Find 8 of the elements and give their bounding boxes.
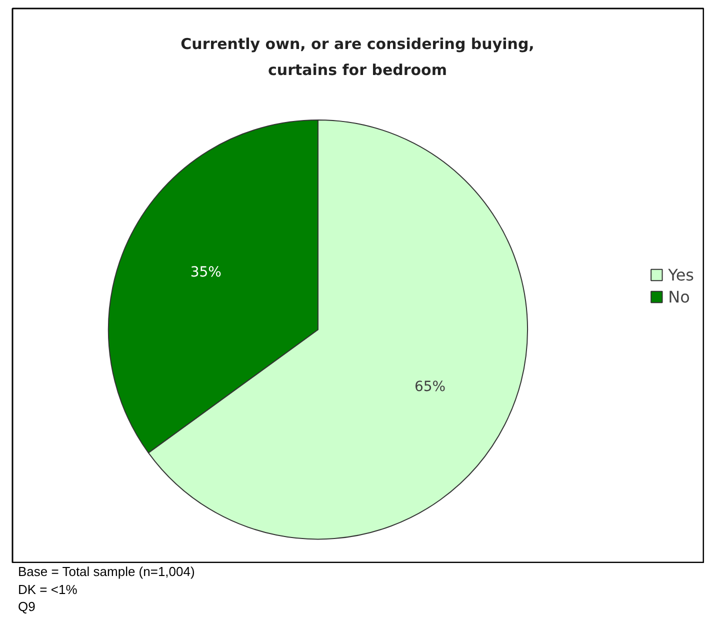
legend-label: No — [668, 287, 690, 306]
text: DK = <1% — [18, 582, 78, 597]
data-label: 65% — [414, 378, 446, 395]
text: Q9 — [18, 599, 36, 614]
text: Base = Total sample (n=1,004) — [18, 564, 195, 579]
chart-title: Currently own, or are considering buying, curtains for bedroom — [180, 35, 534, 79]
legend-label: Yes — [668, 265, 694, 284]
data-label: 35% — [190, 264, 222, 280]
